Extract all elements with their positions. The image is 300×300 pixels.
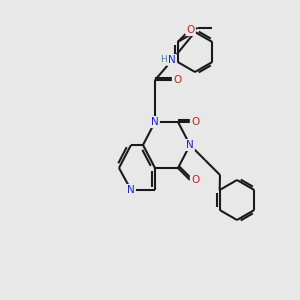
Text: O: O xyxy=(173,75,181,85)
Text: H: H xyxy=(160,56,167,64)
Text: N: N xyxy=(127,185,135,195)
Text: N: N xyxy=(168,55,176,65)
Text: O: O xyxy=(191,175,199,185)
Text: N: N xyxy=(151,117,159,127)
Text: O: O xyxy=(187,25,195,35)
Text: N: N xyxy=(186,140,194,150)
Text: O: O xyxy=(191,117,199,127)
